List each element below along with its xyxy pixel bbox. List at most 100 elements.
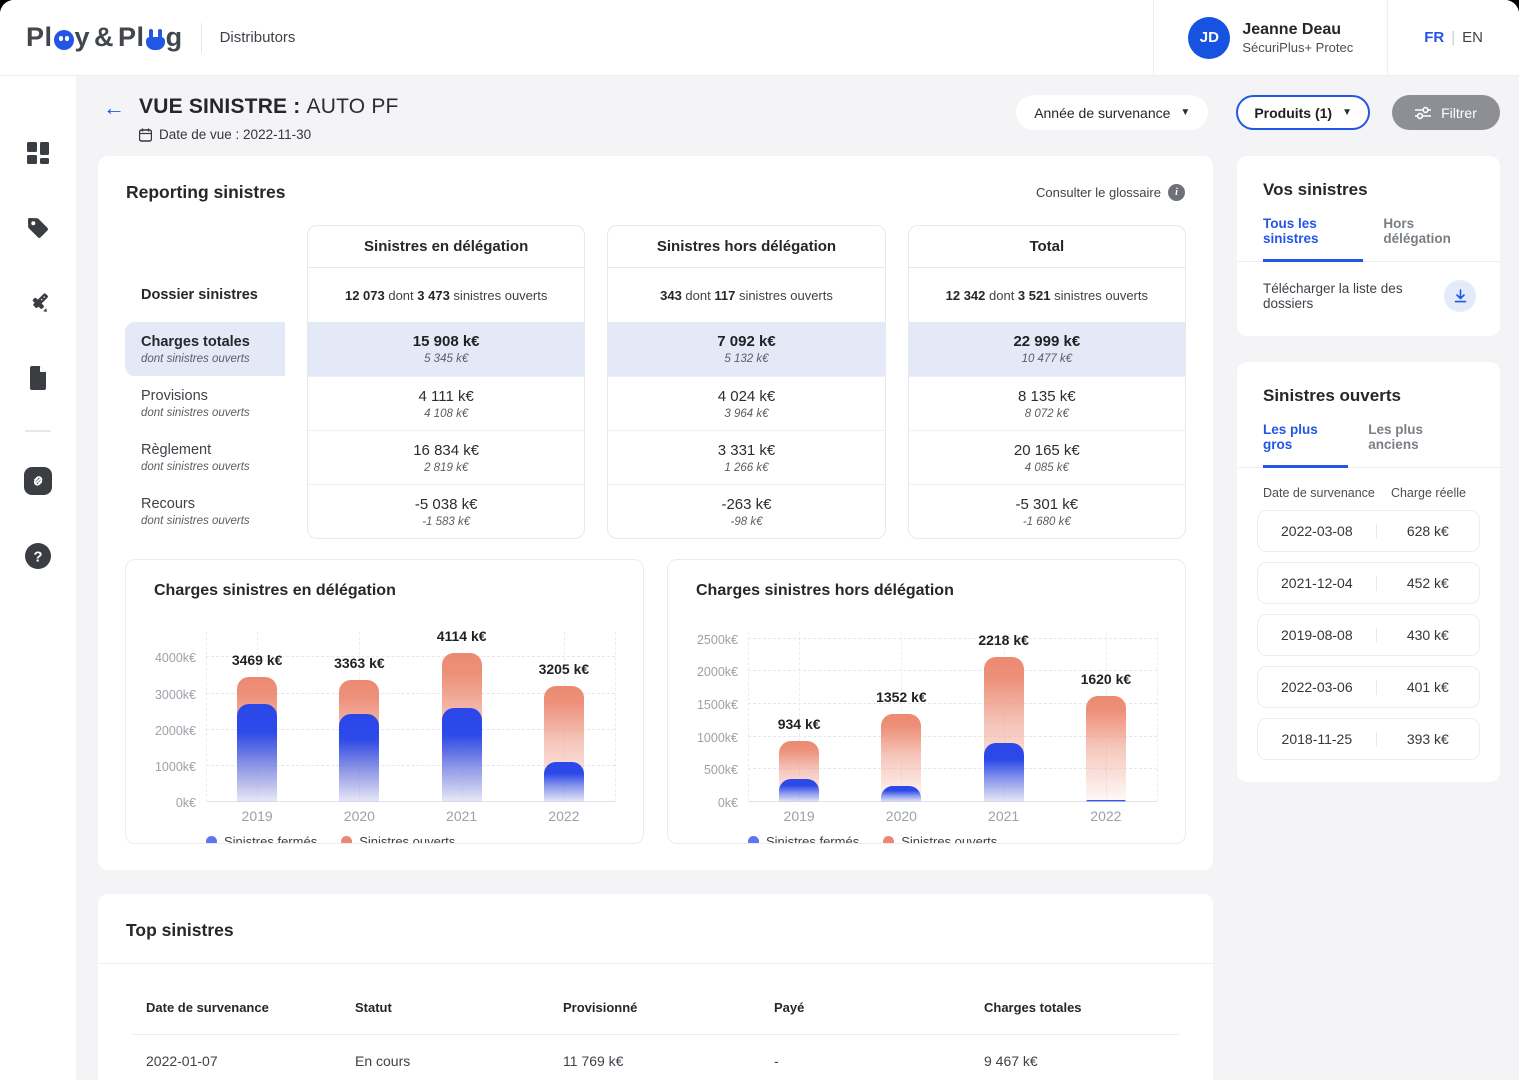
sidebar-item-help-icon[interactable]: ?: [23, 541, 53, 571]
table-column-header: Provisionné: [563, 999, 638, 1015]
bar-group-2019: 934 k€: [748, 632, 850, 802]
filter-button[interactable]: Filtrer: [1392, 95, 1500, 130]
sidebar-item-document-icon[interactable]: [23, 363, 53, 393]
glossary-label: Consulter le glossaire: [1035, 185, 1161, 200]
metric-subvalue: 3 964 k€: [724, 407, 769, 420]
divider: [200, 22, 202, 53]
sidebar-item-design-tools-icon[interactable]: [23, 288, 53, 318]
bar-total-label: 2218 k€: [978, 632, 1029, 648]
metric-column-card: Total 12 342 dont 3 521 sinistres ouverts…: [907, 225, 1186, 539]
chart-legend: Sinistres fermés Sinistres ouverts: [748, 834, 1185, 843]
chart-plot-area: 0k€ 1000k€ 2000k€ 3000k€ 4000k€ 3469 k€ 3363 k…: [155, 628, 616, 810]
open-claim-row[interactable]: 2021-12-04 452 k€: [1257, 562, 1480, 604]
gridline: [799, 632, 801, 802]
bar-group-2021: 2218 k€: [953, 632, 1055, 802]
user-menu[interactable]: JD Jeanne Deau SécuriPlus+ Protec: [1153, 0, 1389, 75]
y-tick-label: 1000k€: [154, 759, 196, 774]
chart-title: Charges sinistres hors délégation: [696, 582, 954, 599]
gridline: [206, 764, 615, 766]
chevron-down-icon: ▼: [1342, 107, 1352, 118]
row-label-main: Charges totales: [141, 333, 250, 350]
claim-charge: 430 k€: [1406, 627, 1449, 643]
claim-date: 2021-12-04: [1281, 575, 1353, 591]
divider: [132, 1034, 1179, 1035]
x-tick-label: 2021: [988, 808, 1020, 824]
bar-total-label: 934 k€: [777, 715, 821, 732]
view-date: Date de vue : 2022-11-30: [139, 127, 399, 142]
row-label-main: Provisions: [141, 387, 208, 404]
lang-en-button[interactable]: EN: [1462, 29, 1483, 46]
row-label-sub: dont sinistres ouverts: [141, 514, 250, 527]
sidebar-divider: [25, 430, 51, 432]
divider: [1375, 627, 1377, 643]
tab-vos-sinistres-1[interactable]: Tous les sinistres: [1263, 216, 1364, 262]
bar-sinistres-fermes: [237, 703, 278, 802]
open-claim-row[interactable]: 2022-03-08 628 k€: [1257, 510, 1480, 552]
lang-fr-button[interactable]: FR: [1424, 29, 1445, 46]
bar-group-2020: 3363 k€: [308, 632, 410, 802]
sidebar-item-tag-icon[interactable]: [23, 213, 53, 243]
table-cell: 2022-01-07: [146, 1053, 218, 1069]
y-tick-label: 0k€: [717, 796, 738, 810]
legend-dot-icon: [883, 836, 895, 843]
open-claim-row[interactable]: 2022-03-06 401 k€: [1257, 666, 1480, 708]
bar-total-label: 4114 k€: [436, 628, 487, 645]
claim-date: 2022-03-08: [1281, 523, 1353, 539]
back-button[interactable]: ←: [103, 95, 125, 120]
y-tick-label: 500k€: [703, 763, 738, 778]
metric-value: 3 331 k€: [717, 441, 776, 459]
tab-sinistres-ouverts-1[interactable]: Les plus gros: [1263, 422, 1349, 468]
metric-column-card: Sinistres en délégation 12 073 dont 3 473…: [307, 225, 586, 539]
table-column-header: Statut: [355, 999, 392, 1015]
gridline: [748, 670, 1157, 672]
x-tick-label: 2021: [446, 808, 478, 824]
tab-vos-sinistres-2[interactable]: Hors délégation: [1383, 216, 1451, 246]
gridline: [748, 702, 1157, 704]
vos-sinistres-title: Vos sinistres: [1263, 180, 1368, 199]
tab-sinistres-ouverts-2[interactable]: Les plus anciens: [1368, 422, 1424, 452]
products-filter-dropdown[interactable]: Produits (1) ▼: [1236, 95, 1370, 130]
glossary-link[interactable]: Consulter le glossaire i: [1036, 184, 1185, 201]
x-tick-label: 2020: [343, 808, 375, 824]
y-tick-label: 2000k€: [696, 665, 738, 680]
metric-value-cell: 3 331 k€ 1 266 k€: [608, 430, 885, 484]
metric-value: 15 908 k€: [412, 333, 480, 350]
top-sinistres-card: Top sinistres Date de survenance Statut Pr…: [98, 894, 1213, 1080]
sidebar-item-dashboard-icon[interactable]: [23, 138, 53, 168]
dossier-count-cell: 12 073 dont 3 473 sinistres ouverts: [344, 287, 548, 303]
table-cell: 9 467 k€: [984, 1053, 1038, 1069]
logo-text: y: [74, 22, 91, 52]
metric-subvalue: 4 108 k€: [424, 407, 469, 420]
gridline: [206, 801, 615, 802]
table-cell: En cours: [355, 1053, 411, 1069]
metric-value-cell: -5 301 k€ -1 680 k€: [908, 484, 1185, 538]
app-logo[interactable]: Pl y & Pl g: [26, 22, 183, 53]
metric-value: 8 135 k€: [1018, 387, 1076, 405]
top-sinistres-title: Top sinistres: [126, 920, 234, 940]
divider: [1375, 575, 1377, 591]
metric-value: 4 111 k€: [418, 387, 474, 405]
row-label-main: Recours: [141, 495, 195, 512]
metric-value: 16 834 k€: [413, 441, 480, 459]
page-title-main: VUE SINISTRE :: [139, 95, 301, 118]
chart-x-axis: 2019 2020 2021 2022: [206, 808, 615, 824]
gridline: [206, 656, 615, 658]
bar-group-2019: 3469 k€: [206, 632, 308, 802]
metric-subvalue: -1 583 k€: [422, 515, 471, 528]
info-icon: i: [1168, 184, 1185, 201]
y-tick-label: 3000k€: [154, 687, 196, 702]
table-cell: -: [774, 1053, 779, 1069]
open-claim-row[interactable]: 2019-08-08 430 k€: [1257, 614, 1480, 656]
download-button[interactable]: [1444, 280, 1476, 312]
metric-column-title: Sinistres en délégation: [308, 226, 585, 268]
bar-sinistres-fermes: [983, 742, 1024, 802]
sidebar-item-link-icon[interactable]: [23, 466, 53, 496]
logo-text: g: [165, 22, 183, 52]
metric-value-cell: 22 999 k€ 10 477 k€: [908, 322, 1185, 376]
logo-text: Pl: [26, 22, 53, 52]
sinistres-ouverts-title: Sinistres ouverts: [1263, 386, 1401, 405]
metric-subvalue: 5 132 k€: [724, 353, 769, 365]
year-filter-dropdown[interactable]: Année de survenance ▼: [1016, 95, 1209, 130]
gridline: [748, 637, 1157, 639]
open-claim-row[interactable]: 2018-11-25 393 k€: [1257, 718, 1480, 760]
